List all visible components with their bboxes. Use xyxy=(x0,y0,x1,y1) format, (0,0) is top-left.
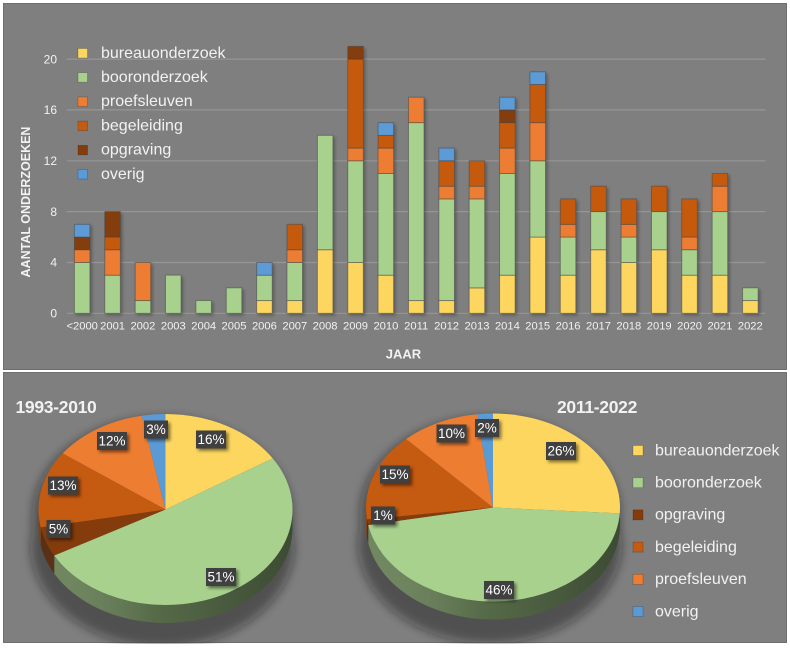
svg-text:2021: 2021 xyxy=(707,321,732,333)
svg-text:10%: 10% xyxy=(438,426,465,441)
svg-text:begeleiding: begeleiding xyxy=(655,539,737,556)
svg-text:4: 4 xyxy=(50,256,57,270)
svg-text:12%: 12% xyxy=(98,434,125,449)
svg-text:2006: 2006 xyxy=(252,321,277,333)
svg-text:2018: 2018 xyxy=(616,321,641,333)
svg-text:2011-2022: 2011-2022 xyxy=(557,397,638,417)
svg-text:begeleiding: begeleiding xyxy=(101,117,183,134)
svg-text:JAAR: JAAR xyxy=(386,347,422,362)
svg-text:46%: 46% xyxy=(485,583,512,598)
svg-text:26%: 26% xyxy=(547,444,574,459)
svg-text:2005: 2005 xyxy=(222,321,247,333)
svg-text:2011: 2011 xyxy=(404,321,428,333)
svg-text:51%: 51% xyxy=(207,570,234,585)
svg-text:proefsleuven: proefsleuven xyxy=(101,93,193,110)
svg-text:16%: 16% xyxy=(197,432,224,447)
svg-text:2009: 2009 xyxy=(343,321,368,333)
svg-text:8: 8 xyxy=(50,205,57,219)
svg-text:2%: 2% xyxy=(477,421,497,436)
svg-text:2016: 2016 xyxy=(556,321,581,333)
svg-text:2015: 2015 xyxy=(525,321,550,333)
svg-text:2017: 2017 xyxy=(586,321,611,333)
svg-text:5%: 5% xyxy=(49,522,69,537)
svg-text:2013: 2013 xyxy=(465,321,490,333)
svg-text:<2000: <2000 xyxy=(66,321,97,333)
svg-text:proefsleuven: proefsleuven xyxy=(655,571,747,588)
svg-text:2022: 2022 xyxy=(738,321,763,333)
svg-text:booronderzoek: booronderzoek xyxy=(655,475,763,492)
svg-text:3%: 3% xyxy=(146,422,166,437)
svg-text:2004: 2004 xyxy=(191,321,216,333)
svg-text:12: 12 xyxy=(44,154,58,168)
svg-text:2014: 2014 xyxy=(495,321,520,333)
svg-text:2007: 2007 xyxy=(282,321,307,333)
svg-text:booronderzoek: booronderzoek xyxy=(101,69,209,86)
svg-text:2003: 2003 xyxy=(161,321,186,333)
svg-text:bureauonderzoek: bureauonderzoek xyxy=(101,45,227,62)
svg-text:2010: 2010 xyxy=(373,321,398,333)
svg-text:2019: 2019 xyxy=(647,321,672,333)
svg-text:opgraving: opgraving xyxy=(655,507,725,524)
svg-text:13%: 13% xyxy=(49,478,76,493)
svg-text:bureauonderzoek: bureauonderzoek xyxy=(655,442,781,459)
svg-text:AANTAL ONDERZOEKEN: AANTAL ONDERZOEKEN xyxy=(19,127,33,278)
svg-text:1%: 1% xyxy=(373,508,393,523)
svg-text:16: 16 xyxy=(44,103,58,117)
svg-text:0: 0 xyxy=(50,307,57,321)
svg-text:15%: 15% xyxy=(381,467,408,482)
svg-text:2002: 2002 xyxy=(130,321,155,333)
svg-text:overig: overig xyxy=(101,166,145,183)
svg-text:20: 20 xyxy=(44,52,58,66)
svg-text:overig: overig xyxy=(655,603,699,620)
svg-text:2001: 2001 xyxy=(100,321,125,333)
svg-text:opgraving: opgraving xyxy=(101,142,171,159)
svg-text:2008: 2008 xyxy=(313,321,338,333)
svg-text:1993-2010: 1993-2010 xyxy=(16,397,98,417)
svg-text:2012: 2012 xyxy=(434,321,459,333)
svg-text:2020: 2020 xyxy=(677,321,702,333)
